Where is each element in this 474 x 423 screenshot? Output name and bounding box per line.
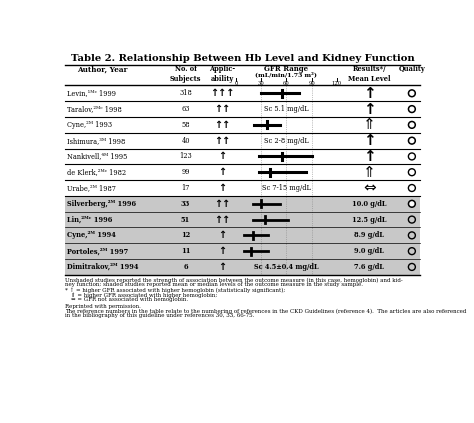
Text: * ↑ = higher GFR associated with higher hemoglobin (statistically significant);: * ↑ = higher GFR associated with higher … [65,288,286,294]
Text: 120: 120 [332,81,342,86]
Bar [65,259,420,275]
Circle shape [410,91,414,95]
Text: Dimitrakov,²ᴹ 1994: Dimitrakov,²ᴹ 1994 [67,263,138,271]
Text: 123: 123 [179,152,192,160]
Text: 17: 17 [182,184,190,192]
Text: Levin,¹ᴹᶜ 1999: Levin,¹ᴹᶜ 1999 [67,89,116,97]
Text: ↑↑: ↑↑ [214,104,230,114]
Text: ⇑: ⇑ [363,165,375,180]
Circle shape [409,137,415,144]
Text: Sc 2-8 mg/dL: Sc 2-8 mg/dL [264,137,309,145]
Text: 8.9 g/dL: 8.9 g/dL [354,231,384,239]
Text: 58: 58 [182,121,190,129]
Circle shape [409,90,415,97]
Circle shape [409,106,415,113]
Text: No. of
Subjects: No. of Subjects [170,66,201,82]
Text: 10.0 g/dL: 10.0 g/dL [352,200,386,208]
Text: ↑↑: ↑↑ [214,120,230,130]
Text: The reference numbers in the table relate to the numbering of references in the : The reference numbers in the table relat… [65,309,467,314]
Text: ↑: ↑ [218,183,226,193]
Text: ↑↑: ↑↑ [214,136,230,146]
Text: 12: 12 [181,231,190,239]
Text: 33: 33 [181,200,190,208]
Text: ↑: ↑ [363,149,375,164]
Text: Cyne,²ᴹ 1993: Cyne,²ᴹ 1993 [67,121,112,129]
Circle shape [410,123,414,127]
Text: Table 2. Relationship Between Hb Level and Kidney Function: Table 2. Relationship Between Hb Level a… [71,54,415,63]
Text: Portoles,²ᴹ 1997: Portoles,²ᴹ 1997 [67,247,128,255]
Text: Urabe,²ᴹ 1987: Urabe,²ᴹ 1987 [67,184,116,192]
Text: ↑: ↑ [218,246,226,256]
Text: Results*/
Mean Level: Results*/ Mean Level [348,66,391,82]
Text: ↑: ↑ [363,133,375,148]
Circle shape [409,201,415,207]
Text: Reprinted with permission.: Reprinted with permission. [65,304,141,309]
Text: ↑: ↑ [363,86,375,101]
Text: ↑↑: ↑↑ [214,214,230,225]
Text: ⇔ = GFR not associated with hemoglobin.: ⇔ = GFR not associated with hemoglobin. [71,297,188,302]
Text: 51: 51 [181,216,190,224]
Text: 7.6 g/dL: 7.6 g/dL [354,263,384,271]
Text: ↑: ↑ [218,151,226,162]
Text: 63: 63 [182,105,190,113]
Text: ↑: ↑ [218,167,226,177]
Circle shape [410,139,414,143]
Bar [65,228,420,243]
Text: Silverberg,²ᴹ 1996: Silverberg,²ᴹ 1996 [67,200,136,208]
Text: 6: 6 [183,263,188,271]
Text: Author, Year: Author, Year [77,66,128,73]
Text: 12.5 g/dL: 12.5 g/dL [352,216,386,224]
Text: 9.0 g/dL: 9.0 g/dL [354,247,384,255]
Text: ⇑: ⇑ [363,117,375,132]
Circle shape [409,121,415,128]
Text: Ishimura,³ᴹ 1998: Ishimura,³ᴹ 1998 [67,137,125,145]
Text: 90: 90 [308,81,315,86]
Text: in the bibliography of this guideline under references 30, 33, 66-75.: in the bibliography of this guideline un… [65,313,255,319]
Text: ↑: ↑ [218,262,226,272]
Text: de Klerk,²ᴹᶜ 1982: de Klerk,²ᴹᶜ 1982 [67,168,126,176]
Text: 99: 99 [182,168,190,176]
Text: Taralov,²ᴹᶜ 1998: Taralov,²ᴹᶜ 1998 [67,105,122,113]
Text: Sc 7-15 mg/dL: Sc 7-15 mg/dL [262,184,311,192]
Text: (mL/min/1.73 m²): (mL/min/1.73 m²) [255,71,317,77]
Text: ⇑ = higher GFR associated with higher hemoglobin;: ⇑ = higher GFR associated with higher he… [71,293,217,298]
Text: ↑↑: ↑↑ [214,199,230,209]
Text: ↑↑↑: ↑↑↑ [210,88,234,98]
Text: 0: 0 [234,81,237,86]
Text: GFR Range: GFR Range [264,66,309,73]
Text: Applic-
ability: Applic- ability [209,66,235,82]
Bar [65,243,420,259]
Bar [65,196,420,212]
Text: Unshaded studies reported the strength of association between the outcome measur: Unshaded studies reported the strength o… [65,278,403,283]
Text: Lin,²ᴹᶜ 1996: Lin,²ᴹᶜ 1996 [67,216,112,224]
Text: Sc 5.1 mg/dL: Sc 5.1 mg/dL [264,105,309,113]
Text: Cyne,²ᴹ 1994: Cyne,²ᴹ 1994 [67,231,116,239]
Bar [65,212,420,228]
Text: 60: 60 [283,81,290,86]
Text: 40: 40 [182,137,190,145]
Text: ⇔: ⇔ [363,181,375,195]
Text: 11: 11 [181,247,191,255]
Circle shape [410,107,414,111]
Text: ney function; shaded studies reported mean or median levels of the outcome measu: ney function; shaded studies reported me… [65,282,364,287]
Text: Quality: Quality [399,66,425,73]
Text: Nankivell,⁴ᴹ 1995: Nankivell,⁴ᴹ 1995 [67,152,128,160]
Text: Sc 4.5±0.4 mg/dL: Sc 4.5±0.4 mg/dL [254,263,319,271]
Text: 30: 30 [258,81,264,86]
Text: ↑: ↑ [218,231,226,240]
Circle shape [410,202,414,206]
Text: 318: 318 [179,89,192,97]
Text: ↑: ↑ [363,102,375,117]
